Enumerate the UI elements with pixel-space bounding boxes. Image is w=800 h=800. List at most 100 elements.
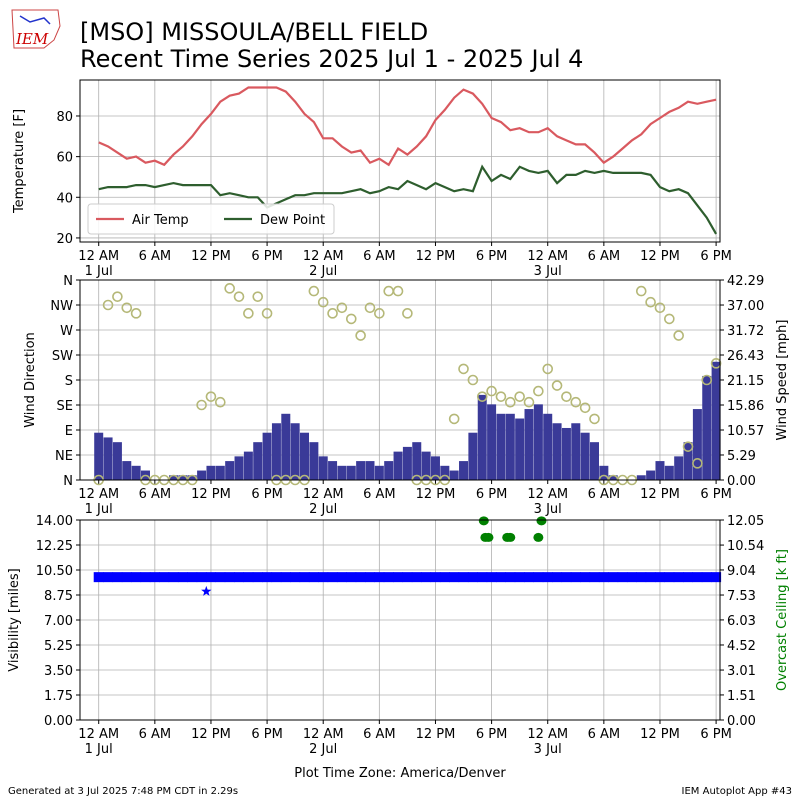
y-tick-label: 20 [56,232,73,247]
x-tick-label-line: 3 Jul [534,502,562,517]
point [561,572,572,583]
bar [533,404,543,480]
point [483,532,494,542]
line-series [98,164,718,235]
bar [197,470,207,480]
y-tick-label: 12.25 [36,539,73,554]
point [477,572,488,583]
point [579,402,591,414]
point [121,302,133,314]
point [336,572,347,583]
y-tick-label: SW [52,349,73,364]
bar [94,432,104,480]
bar [430,456,440,480]
y-tick-label: 0.00 [44,714,73,729]
point [224,283,235,294]
point [626,572,637,583]
bar [346,465,356,480]
point [478,516,489,526]
bar [487,404,497,480]
bar [178,475,188,480]
x-tick-label: 12 PM [416,487,456,502]
point [196,399,207,411]
x-tick-label: 12 AM 3 Jul [527,727,568,757]
point [374,308,385,319]
point [580,572,591,583]
point [645,296,656,308]
bar [169,475,179,480]
bar [262,432,272,480]
y-tick-label: S [65,374,73,389]
bar [515,418,525,480]
y-tick-label: W [60,324,73,339]
logo-outline [11,9,61,49]
point [523,396,535,408]
x-tick-label: 6 PM [251,249,282,264]
point [168,572,179,583]
bar [552,423,562,480]
bar [215,465,225,480]
point [683,572,694,583]
point [121,572,132,583]
x-axis-label: Plot Time Zone: America/Denver [294,766,506,781]
y-tick-label: N [63,474,73,489]
bar [122,461,132,480]
point [608,572,619,583]
point [439,572,450,583]
x-tick-label-line: 12 AM [303,727,344,742]
point [682,441,694,452]
plot-frame [79,279,721,481]
point [448,413,460,425]
x-tick-label: 6 AM [363,727,396,742]
y2-tick-label: 31.72 [727,324,764,339]
bar [477,394,487,480]
point [112,572,123,583]
point [205,572,216,583]
point [467,572,478,583]
point [458,572,469,583]
bar [402,446,412,480]
bar [543,413,553,480]
x-tick-label-line: 12 AM [527,249,568,264]
bar [103,437,113,480]
x-tick-label: 6 PM [700,727,731,742]
x-tick-label: 6 AM [139,727,172,742]
y2-axis-label: Overcast Ceiling [k ft] [775,549,790,691]
logo: IEM [11,9,61,49]
x-tick-label: 6 PM [251,727,282,742]
point [140,572,151,583]
y-tick-label: 60 [56,151,73,166]
point [177,572,188,583]
point [252,291,264,302]
legend-box [87,203,335,235]
point [215,572,226,583]
y-tick-label: 1.75 [44,689,73,704]
point [374,572,385,583]
y-tick-label: 3.50 [44,664,73,679]
bar [328,461,338,480]
x-tick-label: 12 AM 1 Jul [78,487,119,517]
point [112,291,123,302]
bar [187,475,197,480]
point [514,572,525,583]
point [261,308,273,319]
bar [664,465,674,480]
x-tick-label: 6 AM [363,249,396,264]
point [536,516,547,526]
point [317,296,329,308]
bar [608,475,618,480]
y-tick-label: 80 [56,110,73,125]
x-tick-label-line: 1 Jul [85,742,113,757]
bar [449,470,459,480]
point [318,572,329,583]
x-tick-label: 6 AM [363,487,396,502]
point [271,572,282,583]
point [495,572,506,583]
point [458,363,469,375]
bar [243,451,253,480]
point [664,313,675,325]
y2-tick-label: 0.00 [727,714,756,729]
point [542,572,553,583]
point [215,396,226,408]
point [299,572,310,583]
